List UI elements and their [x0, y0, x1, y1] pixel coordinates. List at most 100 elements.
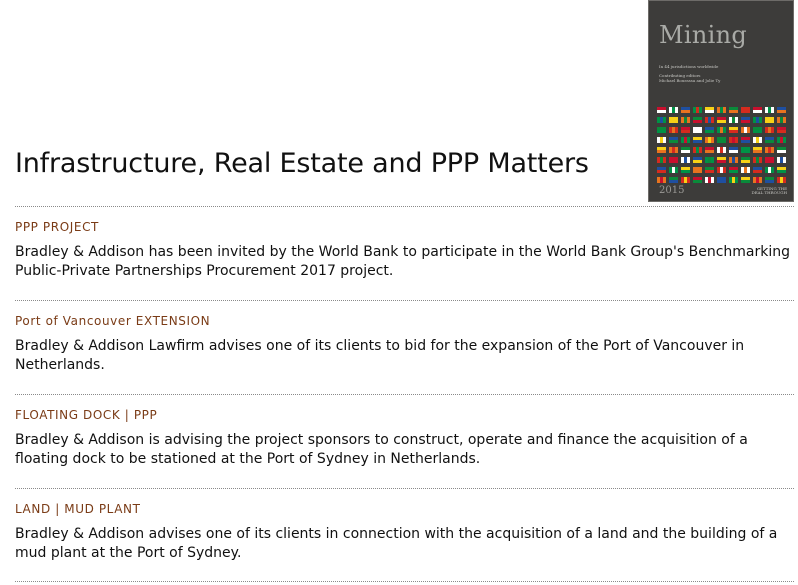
divider — [15, 581, 794, 582]
cover-editors: Contributing editors Michael Bourassa an… — [659, 73, 720, 83]
flag-icon — [765, 137, 774, 143]
flag-icon — [741, 157, 750, 163]
flag-icon — [693, 157, 702, 163]
flag-icon — [717, 147, 726, 153]
flag-icon — [717, 157, 726, 163]
list-item: PPP PROJECT Bradley & Addison has been i… — [15, 220, 794, 281]
list-item: FLOATING DOCK | PPP Bradley & Addison is… — [15, 408, 794, 469]
flag-icon — [741, 117, 750, 123]
list-item: LAND | MUD PLANT Bradley & Addison advis… — [15, 502, 794, 563]
flag-icon — [765, 157, 774, 163]
flag-icon — [753, 107, 762, 113]
flag-icon — [753, 137, 762, 143]
flag-icon — [717, 107, 726, 113]
flag-icon — [693, 107, 702, 113]
flag-icon — [657, 147, 666, 153]
flag-icon — [777, 177, 786, 183]
flag-icon — [777, 117, 786, 123]
flag-icon — [657, 127, 666, 133]
flag-row — [657, 137, 789, 143]
flag-icon — [741, 167, 750, 173]
cover-editors-names: Michael Bourassa and Jolie Ty — [659, 78, 721, 83]
flag-icon — [669, 177, 678, 183]
flag-icon — [777, 107, 786, 113]
flag-icon — [681, 147, 690, 153]
flag-icon — [681, 177, 690, 183]
flag-icon — [765, 147, 774, 153]
flag-row — [657, 157, 789, 163]
divider — [15, 206, 794, 207]
flag-icon — [657, 167, 666, 173]
flag-icon — [657, 107, 666, 113]
flag-icon — [753, 117, 762, 123]
cover-editors-label: Contributing editors — [659, 73, 701, 78]
flag-icon — [705, 117, 714, 123]
flag-row — [657, 117, 789, 123]
flag-icon — [681, 167, 690, 173]
flag-icon — [765, 107, 774, 113]
flag-icon — [681, 137, 690, 143]
flag-icon — [777, 147, 786, 153]
flag-icon — [765, 177, 774, 183]
flag-icon — [741, 147, 750, 153]
book-cover-image[interactable]: Mining In 44 jurisdictions worldwide Con… — [648, 0, 794, 202]
flag-icon — [741, 107, 750, 113]
flag-icon — [753, 157, 762, 163]
page-title: Infrastructure, Real Estate and PPP Matt… — [15, 148, 589, 179]
flag-icon — [777, 137, 786, 143]
flag-icon — [669, 147, 678, 153]
flag-icon — [741, 137, 750, 143]
flag-icon — [729, 117, 738, 123]
flag-icon — [753, 177, 762, 183]
entry-text: Bradley & Addison Lawfirm advises one of… — [15, 338, 745, 373]
flag-icon — [669, 137, 678, 143]
flag-icon — [765, 117, 774, 123]
flag-icon — [693, 127, 702, 133]
flag-icon — [693, 117, 702, 123]
flag-icon — [693, 137, 702, 143]
flag-icon — [717, 127, 726, 133]
flag-icon — [693, 177, 702, 183]
flag-icon — [693, 167, 702, 173]
cover-brand: GETTING THE DEAL THROUGH — [752, 187, 787, 195]
flag-icon — [717, 177, 726, 183]
entry-title[interactable]: FLOATING DOCK | PPP — [15, 408, 158, 422]
flag-row — [657, 147, 789, 153]
divider — [15, 488, 794, 489]
cover-year: 2015 — [659, 185, 685, 196]
flag-icon — [705, 107, 714, 113]
flag-icon — [657, 137, 666, 143]
entry-title[interactable]: LAND | MUD PLANT — [15, 502, 141, 516]
flag-icon — [669, 157, 678, 163]
flag-icon — [705, 127, 714, 133]
flag-icon — [657, 117, 666, 123]
flag-icon — [777, 127, 786, 133]
flag-icon — [705, 167, 714, 173]
flag-icon — [669, 127, 678, 133]
flag-icon — [729, 137, 738, 143]
flag-icon — [765, 127, 774, 133]
flag-icon — [753, 127, 762, 133]
entry-text: Bradley & Addison has been invited by th… — [15, 244, 790, 279]
flag-icon — [777, 157, 786, 163]
flag-row — [657, 107, 789, 113]
flag-grid — [657, 107, 789, 187]
divider — [15, 300, 794, 301]
flag-icon — [681, 127, 690, 133]
flag-icon — [705, 157, 714, 163]
entry-title[interactable]: PPP PROJECT — [15, 220, 99, 234]
flag-icon — [657, 157, 666, 163]
flag-icon — [669, 167, 678, 173]
flag-icon — [753, 147, 762, 153]
flag-icon — [669, 107, 678, 113]
flag-icon — [669, 117, 678, 123]
flag-icon — [753, 167, 762, 173]
entry-title[interactable]: Port of Vancouver EXTENSION — [15, 314, 211, 328]
cover-title: Mining — [659, 21, 748, 49]
divider — [15, 394, 794, 395]
flag-icon — [729, 127, 738, 133]
flag-icon — [741, 127, 750, 133]
flag-icon — [705, 177, 714, 183]
flag-icon — [729, 107, 738, 113]
